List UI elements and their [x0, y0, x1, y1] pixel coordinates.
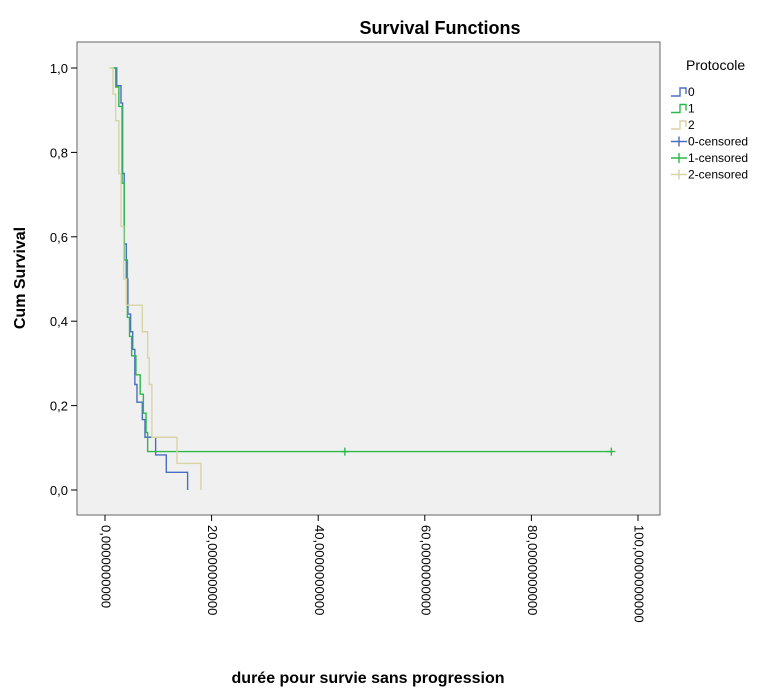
legend-item-2-censored: 2-censored [671, 168, 748, 182]
plot-area [76, 41, 661, 516]
x-axis-title: durée pour survie sans progression [232, 670, 505, 687]
x-tick-label: 100,0000000000 [632, 525, 647, 623]
x-axis: 0,0000000000 20,0000000000 40,0000000000 60… [99, 515, 647, 623]
y-axis: 0,0 0,2 0,4 0,6 0,8 1,0 [50, 61, 77, 498]
legend-label: 2-censored [688, 168, 748, 182]
series-layer [109, 67, 616, 490]
legend-censored-icon [671, 136, 687, 147]
x-tick-label: 60,0000000000 [418, 525, 433, 615]
legend-label: 1-censored [688, 151, 748, 165]
chart-title: Survival Functions [359, 18, 520, 38]
y-tick-label: 0,4 [50, 314, 68, 329]
legend-item-1: 1 [671, 102, 695, 116]
legend-item-1-censored: 1-censored [671, 151, 748, 165]
series-1-censored-mark [607, 447, 616, 456]
legend-label: 0-censored [688, 135, 748, 149]
legend-step-icon [671, 87, 687, 97]
y-tick-label: 0,6 [50, 230, 68, 245]
legend-label: 1 [688, 102, 695, 116]
series-1-line [111, 67, 612, 453]
y-tick-label: 1,0 [50, 61, 68, 76]
x-tick-label: 0,0000000000 [99, 525, 114, 608]
x-tick-label: 40,0000000000 [312, 525, 327, 615]
legend-item-0: 0 [671, 85, 695, 99]
legend-step-icon [671, 103, 687, 114]
series-2-line [109, 67, 202, 490]
y-tick-label: 0,8 [50, 145, 68, 160]
x-tick-label: 80,0000000000 [525, 525, 540, 615]
x-tick-label: 20,0000000000 [205, 525, 220, 615]
series-1-censored-mark [340, 447, 349, 456]
legend-title: Protocole [686, 57, 745, 73]
y-axis-title: Cum Survival [12, 227, 29, 329]
y-tick-label: 0,0 [50, 483, 68, 498]
legend-censored-icon [671, 169, 687, 180]
legend-item-2: 2 [671, 118, 695, 132]
legend-label: 0 [688, 85, 695, 99]
legend: Protocole 0 1 2 0-censored 1-censored 2-censo… [671, 57, 748, 182]
legend-label: 2 [688, 118, 695, 132]
legend-item-0-censored: 0-censored [671, 135, 748, 149]
legend-step-icon [671, 120, 687, 130]
y-tick-label: 0,2 [50, 399, 68, 414]
legend-censored-icon [671, 153, 687, 163]
